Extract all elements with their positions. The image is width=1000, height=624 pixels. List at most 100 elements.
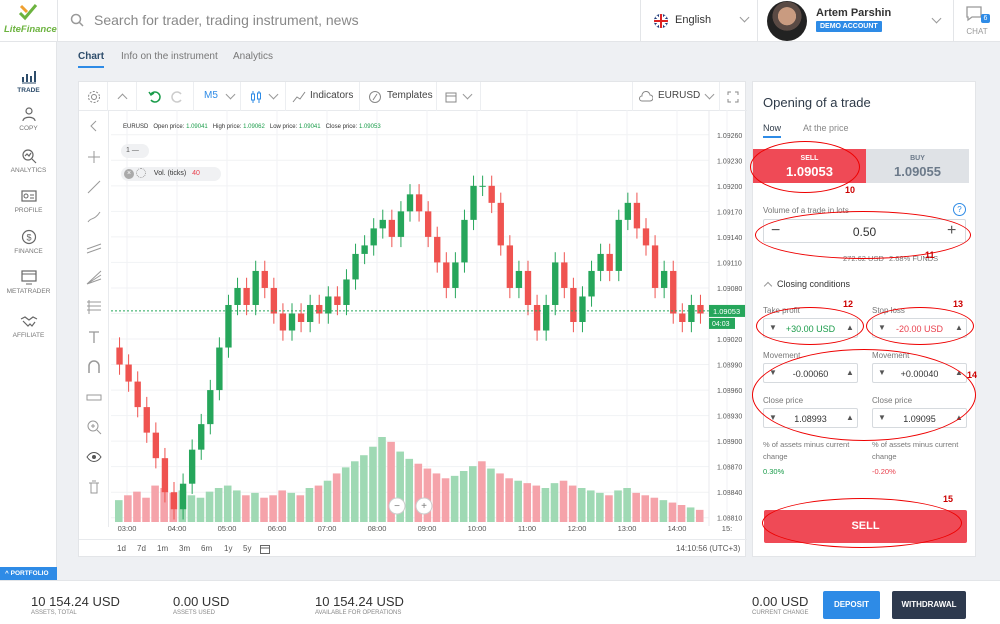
period-1d[interactable]: 1d xyxy=(117,544,126,553)
sidebar-item-metatrader[interactable]: METATRADER xyxy=(0,269,57,295)
fullscreen-icon xyxy=(727,91,739,103)
chevron-up-icon[interactable] xyxy=(763,281,773,291)
period-3m[interactable]: 3m xyxy=(179,544,191,553)
text-tool-icon[interactable] xyxy=(86,329,102,345)
price-chart[interactable]: 1.09260 1.09230 1.09200 1.09170 1.09140 1.091… xyxy=(79,82,747,558)
sidebar-item-profile[interactable]: PROFILE xyxy=(0,188,57,214)
indicators-button[interactable]: Indicators xyxy=(286,82,360,111)
x-tick-label: 15: xyxy=(722,524,732,533)
search-input[interactable] xyxy=(94,12,394,28)
tab-now[interactable]: Now xyxy=(763,123,782,138)
chart-type-selector[interactable] xyxy=(241,82,286,111)
sidebar-item-affiliate[interactable]: AFFILIATE xyxy=(0,315,57,339)
candle-body xyxy=(479,185,486,187)
deposit-button[interactable]: DEPOSIT xyxy=(823,591,880,619)
fibonacci-fan-icon[interactable] xyxy=(86,269,102,285)
ruler-icon[interactable] xyxy=(86,389,102,405)
bar-chart-icon xyxy=(21,71,36,84)
sidebar-item-finance[interactable]: $ FINANCE xyxy=(0,229,57,255)
calendar-icon[interactable] xyxy=(260,544,270,554)
close-icon[interactable]: × xyxy=(124,169,134,179)
volume-bar xyxy=(242,495,250,522)
tab-chart[interactable]: Chart xyxy=(78,51,105,68)
trend-line-icon[interactable] xyxy=(86,179,102,195)
channel-icon[interactable] xyxy=(86,239,102,255)
fibonacci-retracement-icon[interactable] xyxy=(86,299,102,315)
calendar-selector[interactable] xyxy=(437,82,481,111)
period-6m[interactable]: 6m xyxy=(201,544,213,553)
redo-icon[interactable] xyxy=(170,90,184,104)
trash-icon[interactable] xyxy=(86,479,102,495)
help-icon[interactable]: ? xyxy=(953,203,966,216)
volume-label: Volume of a trade in lots xyxy=(763,206,849,215)
timeframe-selector[interactable]: M5 xyxy=(194,82,241,111)
templates-button[interactable]: Templates xyxy=(360,82,437,111)
tab-analytics[interactable]: Analytics xyxy=(233,51,274,62)
candle-body xyxy=(225,304,232,348)
id-card-icon xyxy=(20,190,37,202)
annotation-ellipse-13 xyxy=(866,307,974,345)
eye-icon[interactable] xyxy=(86,449,102,465)
chat-button[interactable]: 6 CHAT xyxy=(962,6,992,38)
series-count: 1 xyxy=(126,147,130,154)
series-badge[interactable]: 1 — xyxy=(121,144,149,158)
volume-bar xyxy=(523,483,532,522)
closing-conditions-label[interactable]: Closing conditions xyxy=(777,279,851,289)
account-summary-bar: 10 154.24 USD ASSETS, TOTAL 0.00 USD ASS… xyxy=(0,580,1000,624)
volume-bar xyxy=(251,492,259,522)
candle-body xyxy=(561,262,568,288)
fullscreen-button[interactable] xyxy=(720,82,747,111)
brush-icon[interactable] xyxy=(86,209,102,225)
gear-icon[interactable] xyxy=(135,168,146,179)
search-bar[interactable] xyxy=(70,12,394,30)
chart-settings-button[interactable] xyxy=(79,82,108,111)
back-arrow-icon[interactable] xyxy=(86,118,102,134)
handshake-icon xyxy=(20,316,37,327)
sidebar-item-trade[interactable]: TRADE xyxy=(0,68,57,94)
search-icon xyxy=(70,13,84,27)
avatar[interactable] xyxy=(767,1,807,41)
sidebar-item-label: METATRADER xyxy=(6,288,51,295)
candle-body xyxy=(688,304,695,322)
tab-at-the-price[interactable]: At the price xyxy=(803,123,849,133)
annotation-number-14: 14 xyxy=(967,370,978,380)
legend-open-label: Open price: xyxy=(153,124,185,130)
crosshair-icon[interactable] xyxy=(86,149,102,165)
y-tick-label: 1.08990 xyxy=(717,363,742,370)
magnet-icon[interactable] xyxy=(86,359,102,375)
candle-body xyxy=(397,211,405,237)
undo-redo-group xyxy=(137,82,194,111)
undo-icon[interactable] xyxy=(148,90,162,104)
sidebar-item-label: AFFILIATE xyxy=(12,332,45,339)
sidebar-item-analytics[interactable]: ANALYTICS xyxy=(0,148,57,174)
buy-direction-button[interactable]: BUY 1.09055 xyxy=(866,149,969,183)
volume-bar xyxy=(115,500,123,522)
candle-body xyxy=(288,313,296,331)
language-selector[interactable]: English xyxy=(654,12,754,29)
collapse-toolbar-button[interactable] xyxy=(108,82,137,111)
y-tick-label: 1.09050 xyxy=(717,311,742,318)
candle-body xyxy=(343,279,350,305)
volume-bar xyxy=(233,490,241,522)
candle-body xyxy=(461,219,468,263)
withdrawal-button[interactable]: WITHDRAWAL xyxy=(892,591,966,619)
candle-body xyxy=(234,287,241,305)
logo[interactable]: LiteFinance xyxy=(4,3,57,39)
portfolio-toggle[interactable]: ^ PORTFOLIO xyxy=(0,567,57,580)
period-5y[interactable]: 5y xyxy=(243,544,252,553)
period-7d[interactable]: 7d xyxy=(137,544,146,553)
sidebar-item-copy[interactable]: COPY xyxy=(0,106,57,132)
pct-label-sl: % of assets minus current change xyxy=(872,440,959,461)
user-menu-chevron-icon[interactable] xyxy=(931,13,942,24)
candle-body xyxy=(434,236,441,263)
period-1y[interactable]: 1y xyxy=(224,544,233,553)
volume-indicator-badge[interactable]: × Vol. (ticks) 40 xyxy=(121,167,221,181)
x-tick-label: 07:00 xyxy=(318,524,337,533)
tab-info[interactable]: Info on the instrument xyxy=(121,51,218,62)
available-label: AVAILABLE FOR OPERATIONS xyxy=(315,610,402,616)
assets-used-value: 0.00 USD xyxy=(173,594,230,609)
symbol-selector[interactable]: EURUSD xyxy=(632,82,720,111)
zoom-in-icon[interactable] xyxy=(86,419,102,435)
legend-close-label: Close price: xyxy=(325,124,358,130)
period-1m[interactable]: 1m xyxy=(157,544,169,553)
